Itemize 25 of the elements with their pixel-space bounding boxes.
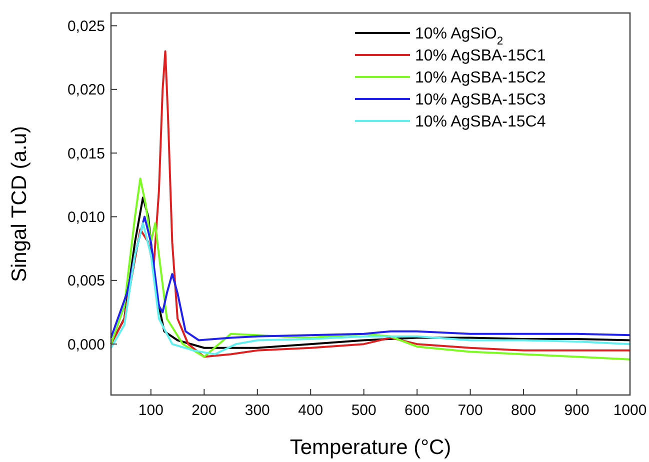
x-tick-label: 500 <box>351 402 376 419</box>
line-series <box>110 50 631 358</box>
y-tick-label: 0,010 <box>67 208 105 226</box>
x-tick-label: 700 <box>458 402 483 419</box>
legend-label: 10% AgSBA-15C1 <box>415 48 546 65</box>
x-tick-label: 100 <box>138 402 164 419</box>
line-series <box>110 178 631 360</box>
y-tick-label: 0,020 <box>67 82 105 99</box>
legend-label: 10% AgSBA-15C3 <box>415 92 546 109</box>
y-tick-label: 0,015 <box>67 145 105 162</box>
y-tick-label: 0,000 <box>67 336 105 354</box>
x-tick-label: 900 <box>564 402 590 419</box>
x-axis-title: Temperature (°C) <box>290 436 452 459</box>
legend-label: 10% AgSiO$_{2}$ <box>415 26 504 48</box>
legend-label: 10% AgSBA-15C2 <box>415 70 546 87</box>
x-tick-label: 1000 <box>613 402 647 419</box>
y-axis-title: Singal TCD (a.u) <box>8 126 31 282</box>
legend-label: 10% AgSBA-15C4 <box>415 114 546 131</box>
x-tick-label: 400 <box>298 402 324 419</box>
x-tick-label: 800 <box>511 402 536 419</box>
y-tick-label: 0,005 <box>67 272 105 290</box>
x-tick-label: 200 <box>192 402 217 419</box>
x-tick-label: 600 <box>404 402 430 419</box>
y-tick-label: 0,025 <box>67 18 105 35</box>
x-tick-label: 300 <box>244 402 270 419</box>
